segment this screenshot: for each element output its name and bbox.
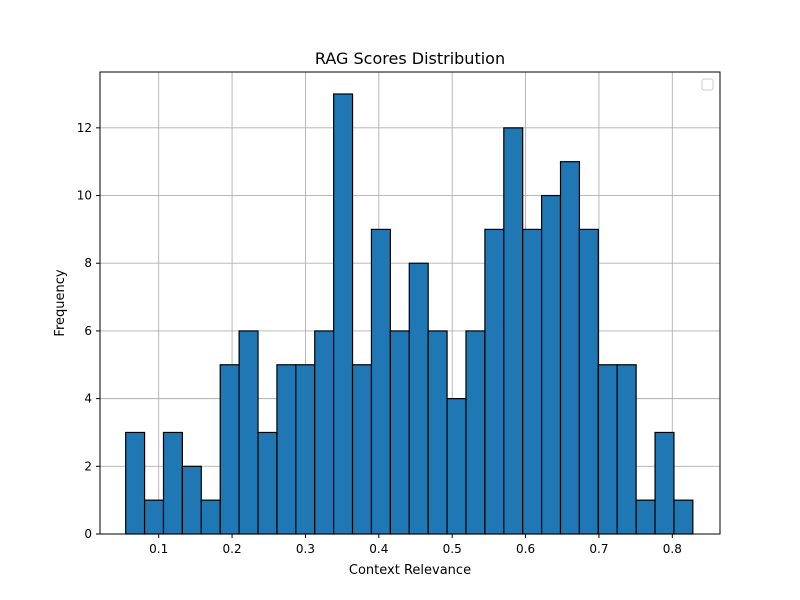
histogram-bar [616, 364, 637, 535]
histogram-bar [597, 364, 618, 535]
histogram-bar [522, 228, 543, 535]
histogram-bar [143, 499, 165, 535]
x-tick-label: 0.2 [223, 542, 242, 556]
x-tick-label: 0.7 [589, 542, 608, 556]
histogram-bar [389, 330, 410, 535]
y-tick-label: 0 [84, 527, 92, 541]
histogram-bar [257, 431, 278, 535]
x-tick-label: 0.5 [443, 542, 462, 556]
histogram-bar [673, 499, 694, 535]
x-tick-label: 0.8 [663, 542, 682, 556]
histogram-bar [484, 228, 505, 535]
y-tick-label: 12 [77, 121, 92, 135]
x-axis-label: Context Relevance [349, 563, 471, 578]
histogram-bar [559, 161, 581, 535]
histogram-bar [125, 431, 146, 535]
histogram-bar [465, 330, 486, 535]
plot-frame [99, 71, 721, 535]
histogram-bar [181, 465, 202, 535]
histogram-bar [351, 364, 373, 535]
histogram-bar [333, 93, 354, 535]
histogram-bar [238, 330, 259, 535]
histogram-bar [635, 499, 656, 535]
histogram-bar [276, 364, 297, 535]
y-tick-label: 4 [84, 392, 92, 406]
histogram-bar [427, 330, 448, 535]
histogram-bar [578, 228, 599, 535]
bars-layer [125, 93, 694, 535]
ticks-layer: 0.1 0.2 0.3 0.4 0.5 0.6 0.7 0.8 0 2 4 6 8 10 12 [77, 121, 682, 556]
histogram-bar [654, 431, 675, 535]
x-tick-label: 0.6 [516, 542, 535, 556]
y-axis-label: Frequency [53, 269, 68, 336]
histogram-bar [541, 194, 562, 535]
chart-title: RAG Scores Distribution [315, 49, 505, 68]
histogram-bar [408, 262, 429, 535]
histogram-bar [295, 364, 316, 535]
histogram-bar [162, 431, 183, 535]
histogram-bar [446, 398, 467, 535]
histogram-bar [219, 364, 240, 535]
histogram-bar [314, 330, 335, 535]
histogram-bar [370, 228, 391, 535]
y-tick-label: 10 [77, 189, 92, 203]
histogram-bar [200, 499, 221, 535]
y-tick-label: 6 [84, 324, 92, 338]
histogram-bar [503, 127, 524, 535]
y-tick-label: 8 [84, 256, 92, 270]
legend-box [701, 78, 714, 91]
x-tick-label: 0.4 [369, 542, 388, 556]
x-tick-label: 0.3 [296, 542, 315, 556]
y-tick-label: 2 [84, 459, 92, 473]
x-tick-label: 0.1 [149, 542, 168, 556]
